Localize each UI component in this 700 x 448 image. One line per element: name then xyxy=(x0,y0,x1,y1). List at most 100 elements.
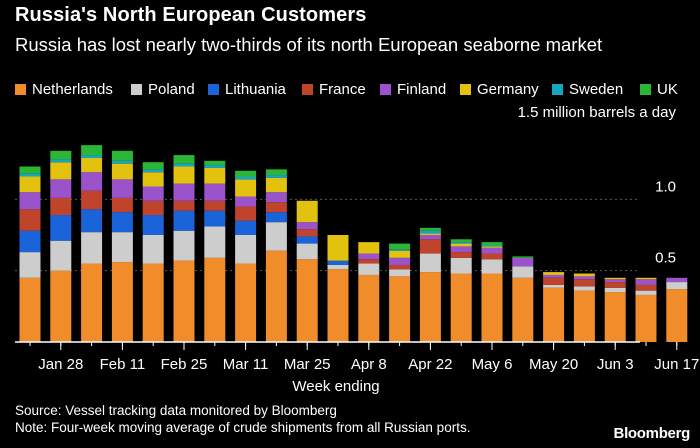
bar-segment-sweden xyxy=(481,244,503,247)
bar-segment-france xyxy=(543,277,565,285)
bar-segment-poland xyxy=(481,259,503,274)
bar-segment-lithuania xyxy=(50,215,72,241)
bar-segment-lithuania xyxy=(235,220,257,235)
legend-swatch-sweden xyxy=(552,84,563,95)
legend-item-france: France xyxy=(302,81,366,98)
bar-segment-germany xyxy=(358,242,380,254)
bar-segment-finland xyxy=(419,235,441,240)
bar-segment-uk xyxy=(204,160,226,166)
legend-label-uk: UK xyxy=(657,81,678,98)
bar-segment-uk xyxy=(450,239,472,243)
bar-segment-france xyxy=(173,200,195,211)
legend-item-poland: Poland xyxy=(131,81,195,98)
bar-segment-finland xyxy=(111,179,133,198)
legend-swatch-netherlands xyxy=(15,84,26,95)
footnote: Note: Four-week moving average of crude … xyxy=(15,420,471,435)
legend-item-netherlands: Netherlands xyxy=(15,81,113,98)
bar-segment-lithuania xyxy=(173,210,195,231)
bar-segment-sweden xyxy=(235,176,257,180)
bar-segment-finland xyxy=(50,179,72,198)
bar-segment-finland xyxy=(81,172,103,191)
bar-segment-sweden xyxy=(204,165,226,168)
bar-segment-poland xyxy=(450,257,472,274)
bar-segment-finland xyxy=(666,277,688,283)
bar-segment-sweden xyxy=(173,163,195,167)
bar-segment-poland xyxy=(512,266,534,278)
bar-segment-germany xyxy=(19,176,41,193)
bar-segment-france xyxy=(635,284,657,291)
bar-segment-poland xyxy=(265,222,287,251)
bar-segment-poland xyxy=(235,235,257,264)
bar-segment-finland xyxy=(173,183,195,201)
bar-segment-netherlands xyxy=(327,269,349,342)
bar-segment-netherlands xyxy=(81,263,103,342)
bar-segment-finland xyxy=(481,247,503,254)
x-tick-label: Jun 3 xyxy=(597,356,634,373)
bar-segment-lithuania xyxy=(327,260,349,265)
bar-segment-germany xyxy=(142,172,164,187)
legend-swatch-france xyxy=(302,84,313,95)
y-tick-label: 0.5 xyxy=(655,250,676,267)
x-tick-label: Feb 25 xyxy=(161,356,208,373)
bar-segment-finland xyxy=(573,276,595,280)
bar-segment-poland xyxy=(604,287,626,293)
bar-segment-finland xyxy=(235,196,257,207)
bar-segment-uk xyxy=(235,170,257,177)
bar-segment-poland xyxy=(419,253,441,273)
bar-segment-netherlands xyxy=(512,277,534,342)
bar-segment-finland xyxy=(604,279,626,283)
legend-label-finland: Finland xyxy=(397,81,447,98)
bar-segment-germany xyxy=(604,277,626,280)
bloomberg-logo: Bloomberg xyxy=(613,425,691,442)
bar-segment-netherlands xyxy=(543,287,565,342)
chart-subtitle: Russia has lost nearly two-thirds of its… xyxy=(15,34,603,55)
bar-segment-finland xyxy=(204,183,226,201)
bar-segment-germany xyxy=(573,273,595,277)
bar-segment-finland xyxy=(543,274,565,278)
bar-segment-poland xyxy=(204,226,226,258)
bar-segment-france xyxy=(265,202,287,213)
bar-segment-uk xyxy=(419,227,441,231)
bar-segment-poland xyxy=(358,263,380,275)
bar-segment-finland xyxy=(19,192,41,210)
bar-segment-uk xyxy=(111,150,133,161)
bar-segment-netherlands xyxy=(573,290,595,342)
bar-segment-poland xyxy=(142,235,164,264)
bar-segment-uk xyxy=(142,162,164,170)
bar-segment-netherlands xyxy=(635,294,657,342)
bar-segment-poland xyxy=(666,282,688,290)
bar-segment-uk xyxy=(19,166,41,174)
x-tick-label: Apr 22 xyxy=(408,356,452,373)
chart-title: Russia's North European Customers xyxy=(15,4,367,26)
legend-item-sweden: Sweden xyxy=(552,81,623,98)
bar-segment-netherlands xyxy=(204,257,226,342)
bar-segment-netherlands xyxy=(296,259,318,342)
bar-segment-lithuania xyxy=(296,236,318,244)
bar-segment-sweden xyxy=(265,175,287,178)
legend-swatch-germany xyxy=(460,84,471,95)
bar-segment-france xyxy=(81,190,103,210)
legend-swatch-uk xyxy=(640,84,651,95)
legend-item-lithuania: Lithuania xyxy=(208,81,286,98)
bar-segment-netherlands xyxy=(450,273,472,342)
legend-item-germany: Germany xyxy=(460,81,539,98)
bar-segment-france xyxy=(573,279,595,287)
bar-segment-france xyxy=(604,282,626,288)
bar-segment-netherlands xyxy=(481,273,503,342)
bar-segment-france xyxy=(50,197,72,216)
bar-segment-poland xyxy=(389,269,411,277)
legend-swatch-finland xyxy=(380,84,391,95)
bar-segment-germany xyxy=(327,235,349,261)
legend-label-sweden: Sweden xyxy=(569,81,624,98)
bar-segment-germany xyxy=(81,157,103,173)
bar-segment-lithuania xyxy=(19,230,41,253)
x-tick-label: May 20 xyxy=(529,356,578,373)
bar-segment-finland xyxy=(512,257,534,267)
x-tick-label: May 6 xyxy=(472,356,513,373)
bar-segment-poland xyxy=(573,286,595,291)
legend-swatch-poland xyxy=(131,84,142,95)
legend-label-lithuania: Lithuania xyxy=(225,81,286,98)
bar-segment-germany xyxy=(111,163,133,180)
x-tick-label: Jan 28 xyxy=(38,356,83,373)
bar-segment-netherlands xyxy=(142,263,164,342)
